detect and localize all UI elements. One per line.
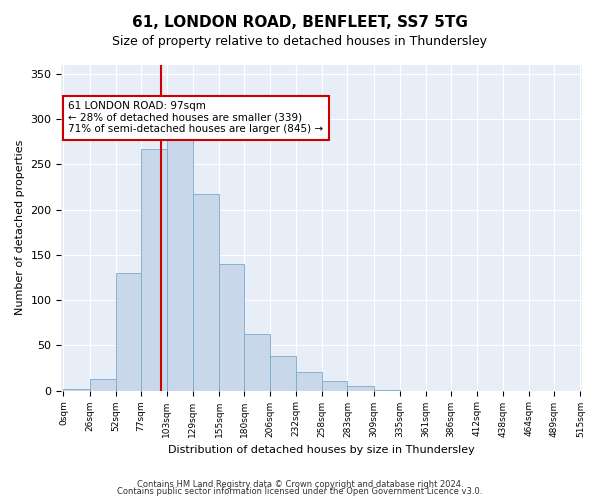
Text: Contains public sector information licensed under the Open Government Licence v3: Contains public sector information licen… (118, 487, 482, 496)
Bar (270, 356, 296, 390)
Bar (140, 149, 167, 390)
Text: Size of property relative to detached houses in Thundersley: Size of property relative to detached ho… (113, 35, 487, 48)
Text: 61, LONDON ROAD, BENFLEET, SS7 5TG: 61, LONDON ROAD, BENFLEET, SS7 5TG (132, 15, 468, 30)
Bar (64, 389, 89, 390)
Bar (219, 264, 244, 390)
Bar (167, 130, 193, 390)
Bar (244, 334, 270, 390)
Bar (89, 379, 116, 390)
Bar (193, 194, 219, 390)
Text: 61 LONDON ROAD: 97sqm
← 28% of detached houses are smaller (339)
71% of semi-det: 61 LONDON ROAD: 97sqm ← 28% of detached … (68, 101, 323, 134)
Bar (296, 372, 322, 390)
Y-axis label: Number of detached properties: Number of detached properties (15, 140, 25, 316)
Bar (347, 386, 374, 390)
Bar (116, 273, 140, 390)
Bar (322, 380, 347, 390)
Text: Contains HM Land Registry data © Crown copyright and database right 2024.: Contains HM Land Registry data © Crown c… (137, 480, 463, 489)
X-axis label: Distribution of detached houses by size in Thundersley: Distribution of detached houses by size … (169, 445, 475, 455)
